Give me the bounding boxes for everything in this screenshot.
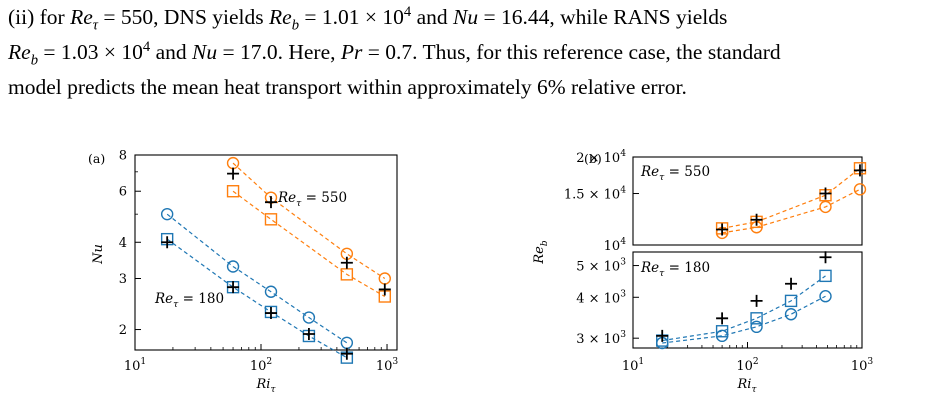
y-tick-label-a: 6 — [119, 185, 127, 200]
data-point-a — [226, 185, 240, 198]
x-axis-label-a: Riτ — [256, 377, 277, 395]
data-point-b-lower — [785, 277, 798, 290]
data-point-b-upper — [750, 213, 763, 226]
data-point-a — [264, 285, 278, 298]
annotation-re180-a: Reτ = 180 — [154, 291, 224, 310]
math-pr: Pr — [340, 40, 363, 64]
series-line-a — [232, 162, 386, 279]
series-line-b-upper — [721, 167, 861, 229]
panel-a-frame — [134, 154, 398, 351]
text-run: = 550, DNS yields — [98, 5, 270, 29]
data-point-a — [264, 307, 277, 320]
data-point-a — [340, 268, 354, 281]
text-run: and — [150, 40, 192, 64]
data-point-b-lower — [784, 308, 798, 321]
y-tick-label-a: 3 — [119, 272, 127, 287]
data-point-a — [302, 311, 316, 324]
paragraph-line-1: (ii) for Reτ = 550, DNS yields Reb = 1.0… — [8, 0, 938, 35]
data-point-a — [340, 347, 353, 360]
text-run: = 17.0. Here, — [217, 40, 341, 64]
data-point-b-lower — [819, 251, 832, 264]
x-tick-label-a: 101 — [124, 357, 146, 374]
data-point-a — [227, 281, 240, 294]
body-paragraph: (ii) for Reτ = 550, DNS yields Reb = 1.0… — [8, 0, 938, 105]
y-tick-label-b-lower: 5 × 103 — [576, 258, 626, 275]
math-re: Re — [269, 5, 292, 29]
y-tick-label-a: 8 — [119, 149, 127, 164]
data-point-b-lower — [656, 329, 669, 342]
x-tick-label-a: 103 — [376, 357, 399, 374]
paragraph-line-2: Reb = 1.03 × 104 and Nu = 17.0. Here, Pr… — [8, 35, 938, 70]
data-point-a — [340, 336, 354, 350]
y-tick-label-a: 2 — [119, 323, 127, 338]
x-tick-label-b: 102 — [736, 357, 758, 374]
data-point-b-lower — [819, 290, 832, 303]
x-tick-label-b: 103 — [851, 357, 874, 374]
x-tick-label-a: 102 — [250, 357, 272, 374]
x-tick-label-b: 101 — [622, 357, 644, 374]
math-sup: 4 — [142, 38, 151, 55]
data-point-b-lower — [750, 294, 763, 307]
y-tick-label-a: 4 — [119, 236, 127, 251]
y-tick-label-b-lower: 4 × 103 — [576, 289, 626, 306]
series-line-a — [166, 213, 348, 344]
panel-b-upper-frame — [632, 156, 863, 246]
data-point-a — [378, 283, 391, 296]
text-run: = 0.7. Thus, for this reference case, th… — [362, 40, 781, 64]
y-axis-label-b: Reb — [532, 240, 550, 264]
data-point-a — [340, 256, 353, 269]
y-tick-label-b-upper: 2 × 104 — [576, 149, 626, 166]
data-point-b-lower — [819, 269, 832, 283]
annotation-re550-b: Reτ = 550 — [640, 164, 710, 183]
math-sub: τ — [92, 17, 99, 34]
data-point-a — [161, 236, 174, 249]
y-tick-label-b-upper: 1.5 × 104 — [564, 186, 626, 203]
math-sup: 4 — [403, 3, 412, 20]
data-point-a — [226, 260, 240, 273]
math-sub: b — [291, 17, 300, 34]
panel-b-label: (b) — [584, 151, 602, 166]
data-point-b-lower — [750, 312, 763, 325]
text-run: and — [411, 5, 454, 29]
data-point-b-lower — [716, 312, 729, 325]
text-run: = 1.01 × 10 — [299, 5, 404, 29]
series-line-b-lower — [662, 275, 826, 342]
series-line-b-lower — [662, 295, 826, 344]
data-point-a — [160, 207, 174, 221]
text-run: = 1.03 × 10 — [38, 40, 143, 64]
data-point-b-lower — [715, 325, 729, 338]
data-point-b-lower — [750, 320, 763, 334]
math-re: Re — [8, 40, 31, 64]
data-point-a — [264, 213, 278, 226]
math-sub: b — [30, 52, 38, 69]
annotation-re180-b: Reτ = 180 — [640, 260, 710, 279]
panel-a-label: (a) — [88, 151, 105, 166]
data-point-b-upper — [819, 187, 832, 200]
math-nu: Nu — [192, 40, 218, 64]
y-tick-label-b-lower: 3 × 103 — [576, 330, 626, 347]
text-run: = 16.44, while RANS yields — [478, 5, 728, 29]
y-tick-label-b-upper: 104 — [604, 237, 627, 254]
series-line-a — [232, 190, 386, 298]
x-axis-label-b: Riτ — [737, 377, 758, 395]
data-point-b-upper — [716, 223, 729, 236]
data-point-b-upper — [853, 164, 866, 177]
annotation-re550-a: Reτ = 550 — [277, 190, 347, 209]
series-line-b-upper — [722, 188, 861, 234]
data-point-b-upper — [853, 183, 867, 196]
text-run: (ii) for — [8, 5, 71, 29]
math-nu: Nu — [453, 5, 479, 29]
paragraph-line-3: model predicts the mean heat transport w… — [8, 75, 687, 99]
math-re: Re — [70, 5, 93, 29]
data-point-a — [264, 196, 277, 209]
data-point-a — [302, 328, 315, 341]
data-point-b-lower — [784, 294, 798, 308]
data-point-a — [227, 167, 240, 180]
y-axis-label-a: Nu — [91, 244, 106, 265]
